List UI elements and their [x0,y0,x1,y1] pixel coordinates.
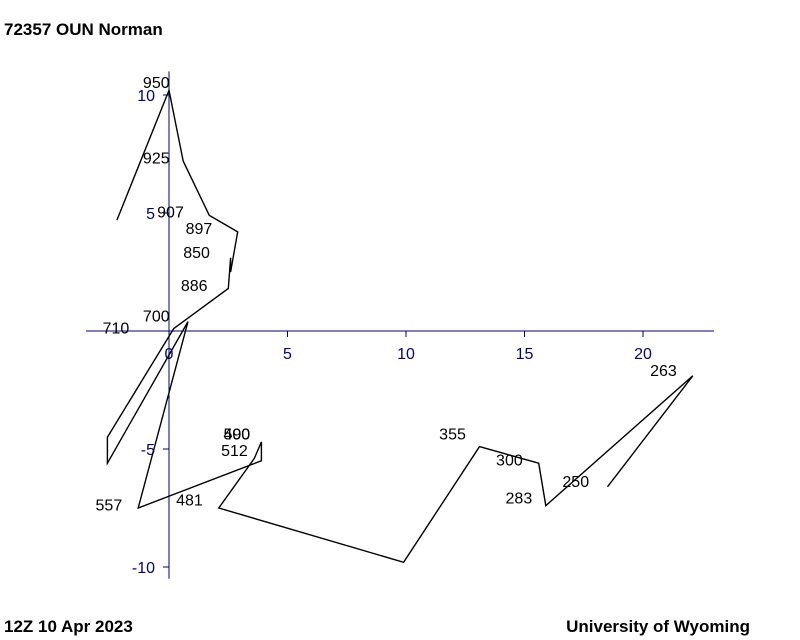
y-tick-label: 10 [137,88,155,105]
pressure-level-label: 950 [143,75,170,92]
pressure-level-label: 283 [506,490,533,507]
pressure-level-label: 850 [183,245,210,262]
x-tick-label: 5 [283,346,292,363]
pressure-level-label: 700 [143,309,170,326]
pressure-level-label: 897 [186,221,213,238]
pressure-level-label: 886 [181,278,208,295]
chart-title: 72357 OUN Norman [4,20,163,39]
pressure-level-label: 300 [496,453,523,470]
y-tick-label: -5 [141,442,155,459]
pressure-level-label: 263 [650,363,677,380]
pressure-level-label: 512 [221,443,248,460]
data-source: University of Wyoming [566,617,750,636]
pressure-level-label: 355 [439,427,466,444]
x-tick-label: 15 [516,346,534,363]
pressure-level-label: 500 [224,427,251,444]
y-tick-label: 5 [146,206,155,223]
pressure-level-label: 557 [96,497,123,514]
pressure-level-label: 481 [176,493,203,510]
pressure-level-label: 907 [157,205,184,222]
y-tick-label: -10 [132,560,155,577]
x-tick-label: 10 [397,346,415,363]
x-tick-label: 20 [634,346,652,363]
observation-time: 12Z 10 Apr 2023 [4,617,133,636]
hodograph-trace [106,87,694,564]
pressure-level-label: 250 [562,474,589,491]
pressure-level-label: 490 [224,427,251,444]
pressure-level-label: 710 [103,320,130,337]
pressure-level-label: 925 [143,150,170,167]
